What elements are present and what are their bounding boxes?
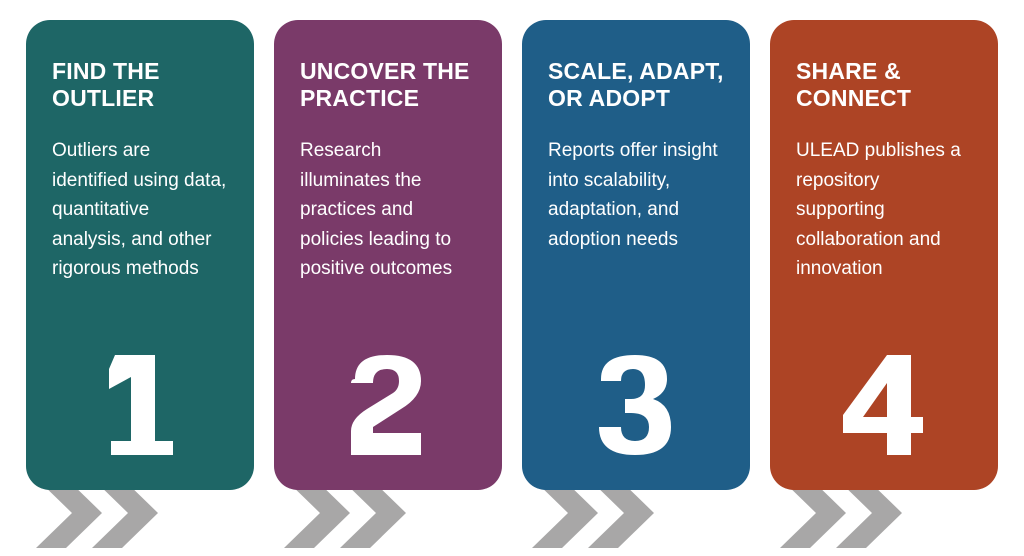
card-body: ULEAD publishes a repository supporting … [796,136,972,283]
card-number [591,350,681,460]
card-body: Reports offer insight into scalability, … [548,136,724,254]
card-number [95,350,185,460]
card-body: Outliers are identified using data, quan… [52,136,228,283]
process-card-2: UNCOVER THE PRACTICE Research illuminate… [274,20,502,490]
card-title: SCALE, ADAPT, OR ADOPT [548,58,724,112]
card-number [343,350,433,460]
card-number [839,350,929,460]
card-title: SHARE & CONNECT [796,58,972,112]
process-card-1: FIND THE OUTLIER Outliers are identified… [26,20,254,490]
card-title: FIND THE OUTLIER [52,58,228,112]
card-body: Research illuminates the practices and p… [300,136,476,283]
process-cards-row: FIND THE OUTLIER Outliers are identified… [0,0,1024,490]
process-card-4: SHARE & CONNECT ULEAD publishes a reposi… [770,20,998,490]
process-card-3: SCALE, ADAPT, OR ADOPT Reports offer ins… [522,20,750,490]
card-title: UNCOVER THE PRACTICE [300,58,476,112]
